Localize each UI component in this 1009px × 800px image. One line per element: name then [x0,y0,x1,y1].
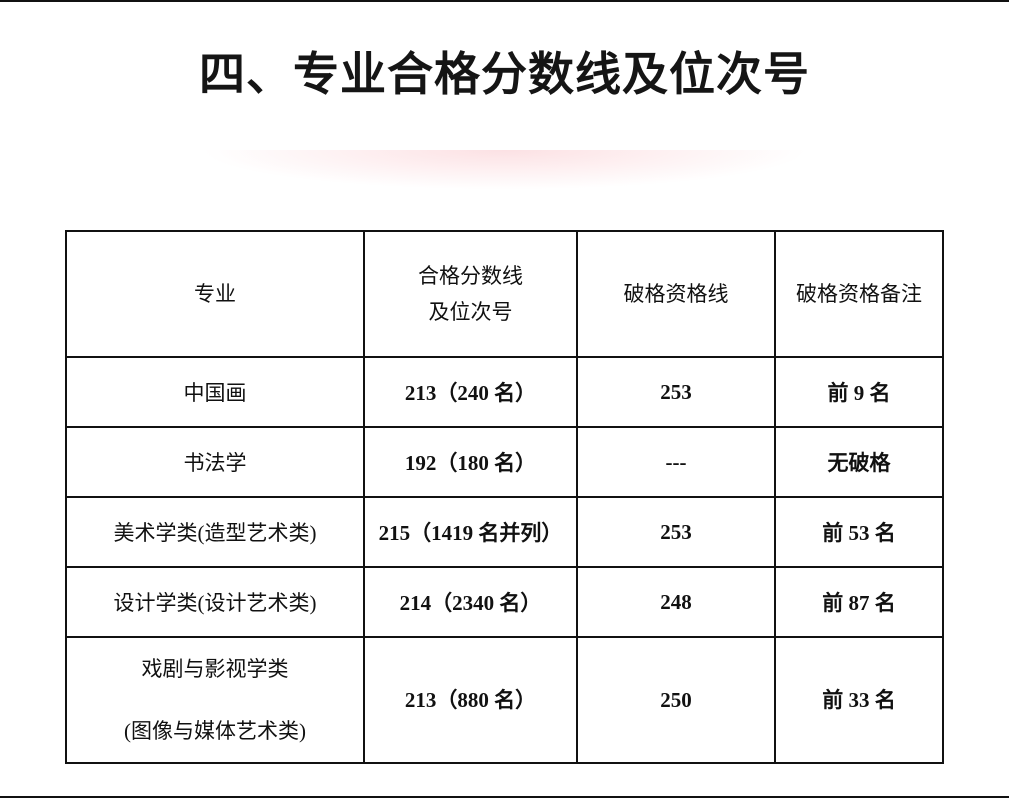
cell-major-line2: (图像与媒体艺术类) [124,719,306,743]
cell-exception-line: 248 [576,566,776,638]
cell-major: 戏剧与影视学类 (图像与媒体艺术类) [65,636,365,764]
cell-note: 前 53 名 [774,496,944,568]
cell-score: 213（240 名） [363,356,578,428]
cell-note: 前 33 名 [774,636,944,764]
cell-note: 前 87 名 [774,566,944,638]
page-title: 四、专业合格分数线及位次号 [199,47,810,101]
table-row: 设计学类(设计艺术类) 214（2340 名） 248 前 87 名 [65,566,944,638]
score-table: 专业 合格分数线及位次号 破格资格线 破格资格备注 中国画 213（240 名）… [65,230,944,764]
cell-score: 214（2340 名） [363,566,578,638]
header-major: 专业 [65,230,365,358]
cell-note: 前 9 名 [774,356,944,428]
table-row: 书法学 192（180 名） --- 无破格 [65,426,944,498]
cell-major: 书法学 [65,426,365,498]
top-divider [0,0,1009,2]
cell-major-line1: 戏剧与影视学类 [141,657,289,681]
cell-score: 192（180 名） [363,426,578,498]
cell-exception-line: 253 [576,356,776,428]
table-row: 美术学类(造型艺术类) 215（1419 名并列） 253 前 53 名 [65,496,944,568]
cell-major: 设计学类(设计艺术类) [65,566,365,638]
cell-score: 213（880 名） [363,636,578,764]
cell-score: 215（1419 名并列） [363,496,578,568]
table-row: 中国画 213（240 名） 253 前 9 名 [65,356,944,428]
header-score-line2: 及位次号 [428,300,513,324]
cell-major: 美术学类(造型艺术类) [65,496,365,568]
header-exception-line: 破格资格线 [576,230,776,358]
title-shadow-decoration [200,150,810,190]
table-row: 戏剧与影视学类 (图像与媒体艺术类) 213（880 名） 250 前 33 名 [65,636,944,764]
cell-exception-line: 253 [576,496,776,568]
header-score: 合格分数线 及位次号 [363,230,578,358]
table-header-row: 专业 合格分数线及位次号 破格资格线 破格资格备注 [65,230,944,358]
cell-major: 中国画 [65,356,365,428]
cell-note: 无破格 [774,426,944,498]
bottom-divider [0,796,1009,798]
header-score-line1: 合格分数线 [418,264,523,288]
header-exception-note: 破格资格备注 [774,230,944,358]
cell-exception-line: 250 [576,636,776,764]
cell-exception-line: --- [576,426,776,498]
